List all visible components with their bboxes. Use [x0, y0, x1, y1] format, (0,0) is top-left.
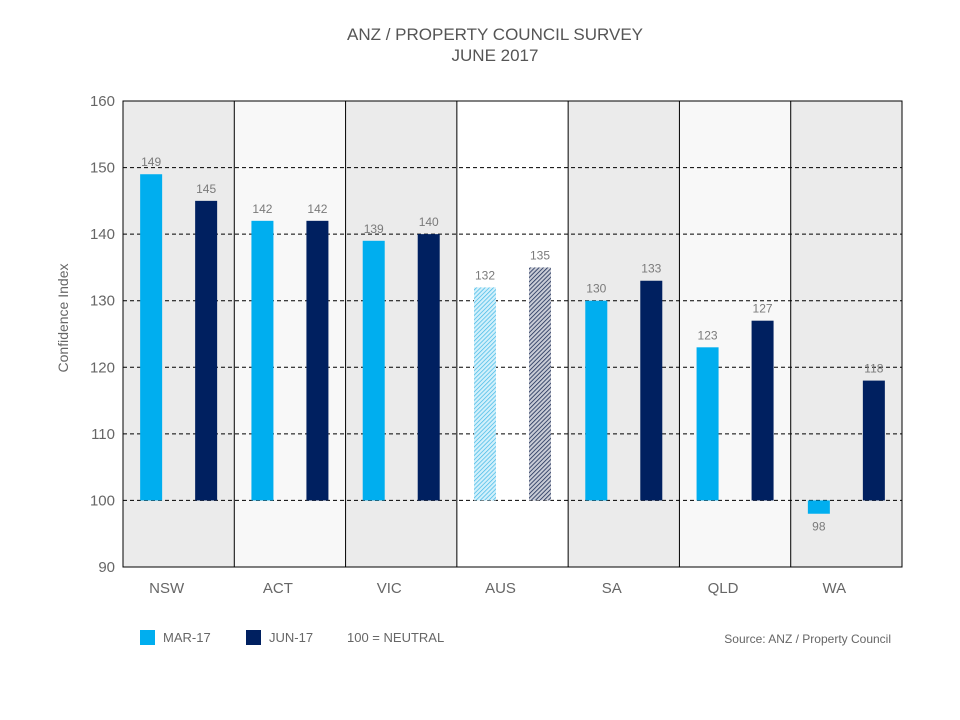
bar-nsw-jun-17 [195, 200, 218, 501]
y-axis-label: Confidence Index [55, 264, 71, 373]
legend-swatch-mar-17 [140, 630, 155, 645]
y-tick-100: 100 [90, 492, 115, 509]
legend-label-jun-17: JUN-17 [269, 630, 314, 645]
x-tick-aus: AUS [485, 580, 516, 597]
y-tick-160: 160 [90, 93, 115, 110]
data-label-nsw-mar-17: 149 [141, 155, 161, 169]
y-tick-150: 150 [90, 160, 115, 177]
data-label-act-jun-17: 142 [307, 202, 327, 216]
y-tick-90: 90 [98, 559, 115, 576]
bar-sa-jun-17 [640, 280, 663, 501]
x-tick-vic: VIC [377, 580, 402, 597]
data-label-aus-mar-17: 132 [475, 268, 495, 282]
data-label-sa-jun-17: 133 [641, 262, 661, 276]
panel-qld [679, 101, 791, 567]
bar-vic-jun-17 [417, 234, 440, 501]
chart-title: ANZ / PROPERTY COUNCIL SURVEY [347, 25, 643, 44]
data-label-vic-mar-17: 139 [364, 222, 384, 236]
panel-aus [456, 101, 569, 567]
y-tick-130: 130 [90, 293, 115, 310]
bar-act-jun-17 [306, 220, 329, 501]
bar-wa-mar-17 [807, 500, 830, 514]
data-label-aus-jun-17: 135 [530, 248, 550, 262]
panel-sa [568, 101, 680, 567]
data-label-qld-mar-17: 123 [698, 328, 718, 342]
panel-nsw [123, 101, 235, 567]
panel-vic [345, 101, 457, 567]
x-tick-qld: QLD [708, 580, 739, 597]
plot-frame [122, 100, 903, 568]
bar-vic-mar-17 [362, 240, 385, 501]
data-label-wa-mar-17: 98 [812, 520, 826, 534]
data-label-wa-jun-17: 118 [864, 362, 883, 376]
panel-wa [790, 101, 902, 567]
data-label-vic-jun-17: 140 [419, 215, 439, 229]
legend-item-jun-17: JUN-17 [246, 630, 313, 645]
y-tick-110: 110 [91, 426, 115, 443]
legend-swatch-jun-17 [246, 630, 261, 645]
bar-wa-jun-17 [862, 380, 885, 501]
bar-aus-jun-17 [529, 267, 551, 501]
x-tick-wa: WA [823, 580, 847, 597]
x-tick-sa: SA [602, 580, 622, 597]
data-label-qld-jun-17: 127 [753, 302, 773, 316]
data-label-sa-mar-17: 130 [586, 282, 606, 296]
chart-title-block: ANZ / PROPERTY COUNCIL SURVEY JUNE 2017 [0, 24, 960, 66]
data-label-act-mar-17: 142 [252, 202, 272, 216]
panel-act [234, 101, 346, 567]
chart-subtitle: JUNE 2017 [451, 46, 539, 65]
bar-aus-mar-17 [474, 287, 496, 501]
data-label-nsw-jun-17: 145 [196, 182, 216, 196]
legend-item-mar-17: MAR-17 [140, 630, 211, 645]
neutral-note: 100 = NEUTRAL [347, 630, 445, 645]
legend-label-mar-17: MAR-17 [163, 630, 211, 645]
source-note: Source: ANZ / Property Council [724, 632, 891, 646]
y-tick-120: 120 [90, 359, 115, 376]
x-tick-nsw: NSW [149, 580, 185, 597]
bar-sa-mar-17 [585, 300, 608, 501]
bar-qld-mar-17 [696, 347, 719, 501]
bar-qld-jun-17 [751, 320, 774, 501]
y-tick-140: 140 [90, 226, 115, 243]
bar-act-mar-17 [251, 220, 274, 501]
bar-nsw-mar-17 [140, 174, 163, 501]
x-tick-act: ACT [263, 580, 293, 597]
